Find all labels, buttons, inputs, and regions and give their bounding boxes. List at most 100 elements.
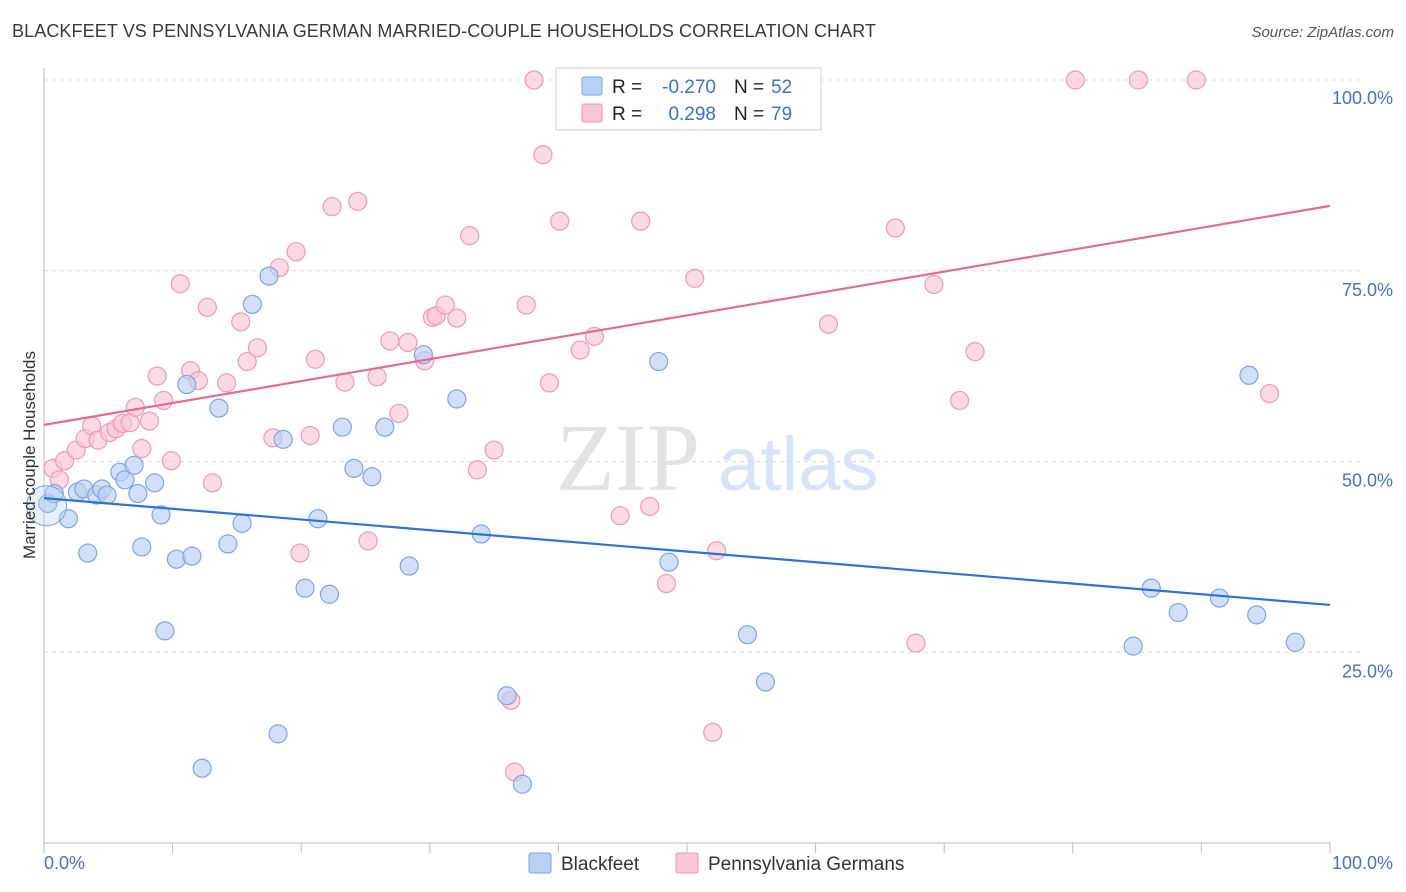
blackfeet-point [268,724,288,744]
pennsylvania-germans-point [1186,70,1206,90]
pennsylvania-germans-point [153,390,174,411]
pennsylvania-germans-point [640,496,660,517]
blackfeet-point [1123,636,1143,656]
blackfeet-point [115,470,135,490]
blackfeet-point [124,455,144,475]
trend-line-pennsylvania-germans [43,204,1331,426]
pennsylvania-germans-point [170,274,190,294]
pennsylvania-germans-point [924,274,944,295]
blackfeet-point [497,686,517,706]
trend-line-blackfeet [43,497,1331,607]
pennsylvania-germans-point [139,411,160,431]
blackfeet-point [192,758,212,778]
pennsylvania-germans-point [516,295,536,315]
bottom-legend-swatch-blackfeet [528,852,552,874]
y-tick-label: 50.0% [1342,471,1393,491]
blackfeet-point [399,556,419,576]
pennsylvania-germans-point [231,312,251,332]
chart-title: BLACKFEET VS PENNSYLVANIA GERMAN MARRIED… [12,21,877,41]
pennsylvania-germans-point [818,314,839,334]
legend-n-label-2: N = [734,104,764,125]
pennsylvania-germans-point [217,373,237,393]
watermark-zip: ZIP [556,404,700,511]
blackfeet-point [273,429,293,449]
pennsylvania-germans-point [358,531,378,551]
blackfeet-point [512,774,532,794]
blackfeet-point [209,398,229,418]
legend-r-value-2: 0.298 [668,104,716,125]
blackfeet-point [78,543,98,563]
blackfeet-point [1209,588,1230,608]
pennsylvania-germans-point [202,473,223,493]
pennsylvania-germans-point [1259,383,1280,404]
x-tick-label-start: 0.0% [44,853,85,873]
pennsylvania-germans-point [305,349,325,369]
pennsylvania-germans-point [484,440,504,460]
pennsylvania-germans-point [950,390,970,411]
y-tick-label: 75.0% [1342,280,1393,300]
trend-lines [43,204,1331,607]
blackfeet-point [144,473,165,493]
blackfeet-point [659,552,679,572]
pennsylvania-germans-point [197,297,217,317]
blackfeet-point [97,485,117,505]
pennsylvania-germans-point [322,197,342,217]
y-tick-label: 100.0% [1332,88,1393,108]
blackfeet-cluster-point [26,485,68,527]
pennsylvania-germans-point [398,332,418,353]
pennsylvania-germans-point [380,331,400,351]
pennsylvania-germans-point [389,403,409,424]
blackfeet-point [242,294,262,314]
blackfeet-point [1247,605,1267,625]
bottom-legend-label-pennsylvania-germans: Pennsylvania Germans [708,854,904,875]
pennsylvania-germans-point [706,541,727,561]
y-axis-label: Married-couple Households [20,351,39,559]
blackfeet-point [177,374,197,395]
y-tick-labels: 25.0% 50.0% 75.0% 100.0% [1332,88,1393,681]
pennsylvania-germans-point [247,338,268,358]
pennsylvania-germans-point [467,460,487,480]
blackfeet-point [295,578,315,598]
pennsylvania-germans-point [550,211,570,231]
series-blackfeet [26,266,1305,794]
pennsylvania-germans-point [965,342,985,362]
pennsylvania-germans-point [290,543,310,563]
legend-r-label-1: R = [612,77,642,98]
pennsylvania-germans-point [335,372,355,392]
blackfeet-point [362,467,382,487]
blackfeet-point [259,266,279,286]
legend-r-value-1: -0.270 [662,77,716,98]
pennsylvania-germans-point [300,425,320,446]
pennsylvania-germans-point [161,451,181,471]
blackfeet-point [1168,602,1188,623]
blackfeet-point [166,549,187,569]
pennsylvania-germans-point [533,145,553,165]
pennsylvania-germans-point [447,308,467,328]
pennsylvania-germans-point [460,226,480,246]
blackfeet-point [132,537,152,557]
blackfeet-point [308,509,328,529]
legend-swatch-blackfeet [581,76,603,96]
pennsylvania-germans-point [610,506,630,526]
legend-n-label-1: N = [734,77,764,98]
bottom-legend-label-blackfeet: Blackfeet [561,854,640,875]
legend-r-label-2: R = [612,104,642,125]
pennsylvania-germans-point [147,366,167,386]
blackfeet-point [344,458,364,478]
blackfeet-point [151,505,171,525]
legend-n-value-1: 52 [771,77,792,98]
blackfeet-point [737,625,758,645]
legend-n-value-2: 79 [771,104,792,125]
y-tick-label: 25.0% [1342,661,1393,681]
blackfeet-point [447,389,467,409]
blackfeet-point [649,351,669,372]
pennsylvania-germans-point [367,367,387,387]
pennsylvania-germans-point [237,351,257,372]
pennsylvania-germans-point [524,70,544,90]
pennsylvania-germans-point [885,218,905,238]
bottom-legend: Blackfeet Pennsylvania Germans [528,852,904,875]
blackfeet-point [232,513,252,533]
pennsylvania-germans-point [703,722,723,742]
x-tick-label-end: 100.0% [1332,853,1393,873]
blackfeet-point [218,534,238,554]
